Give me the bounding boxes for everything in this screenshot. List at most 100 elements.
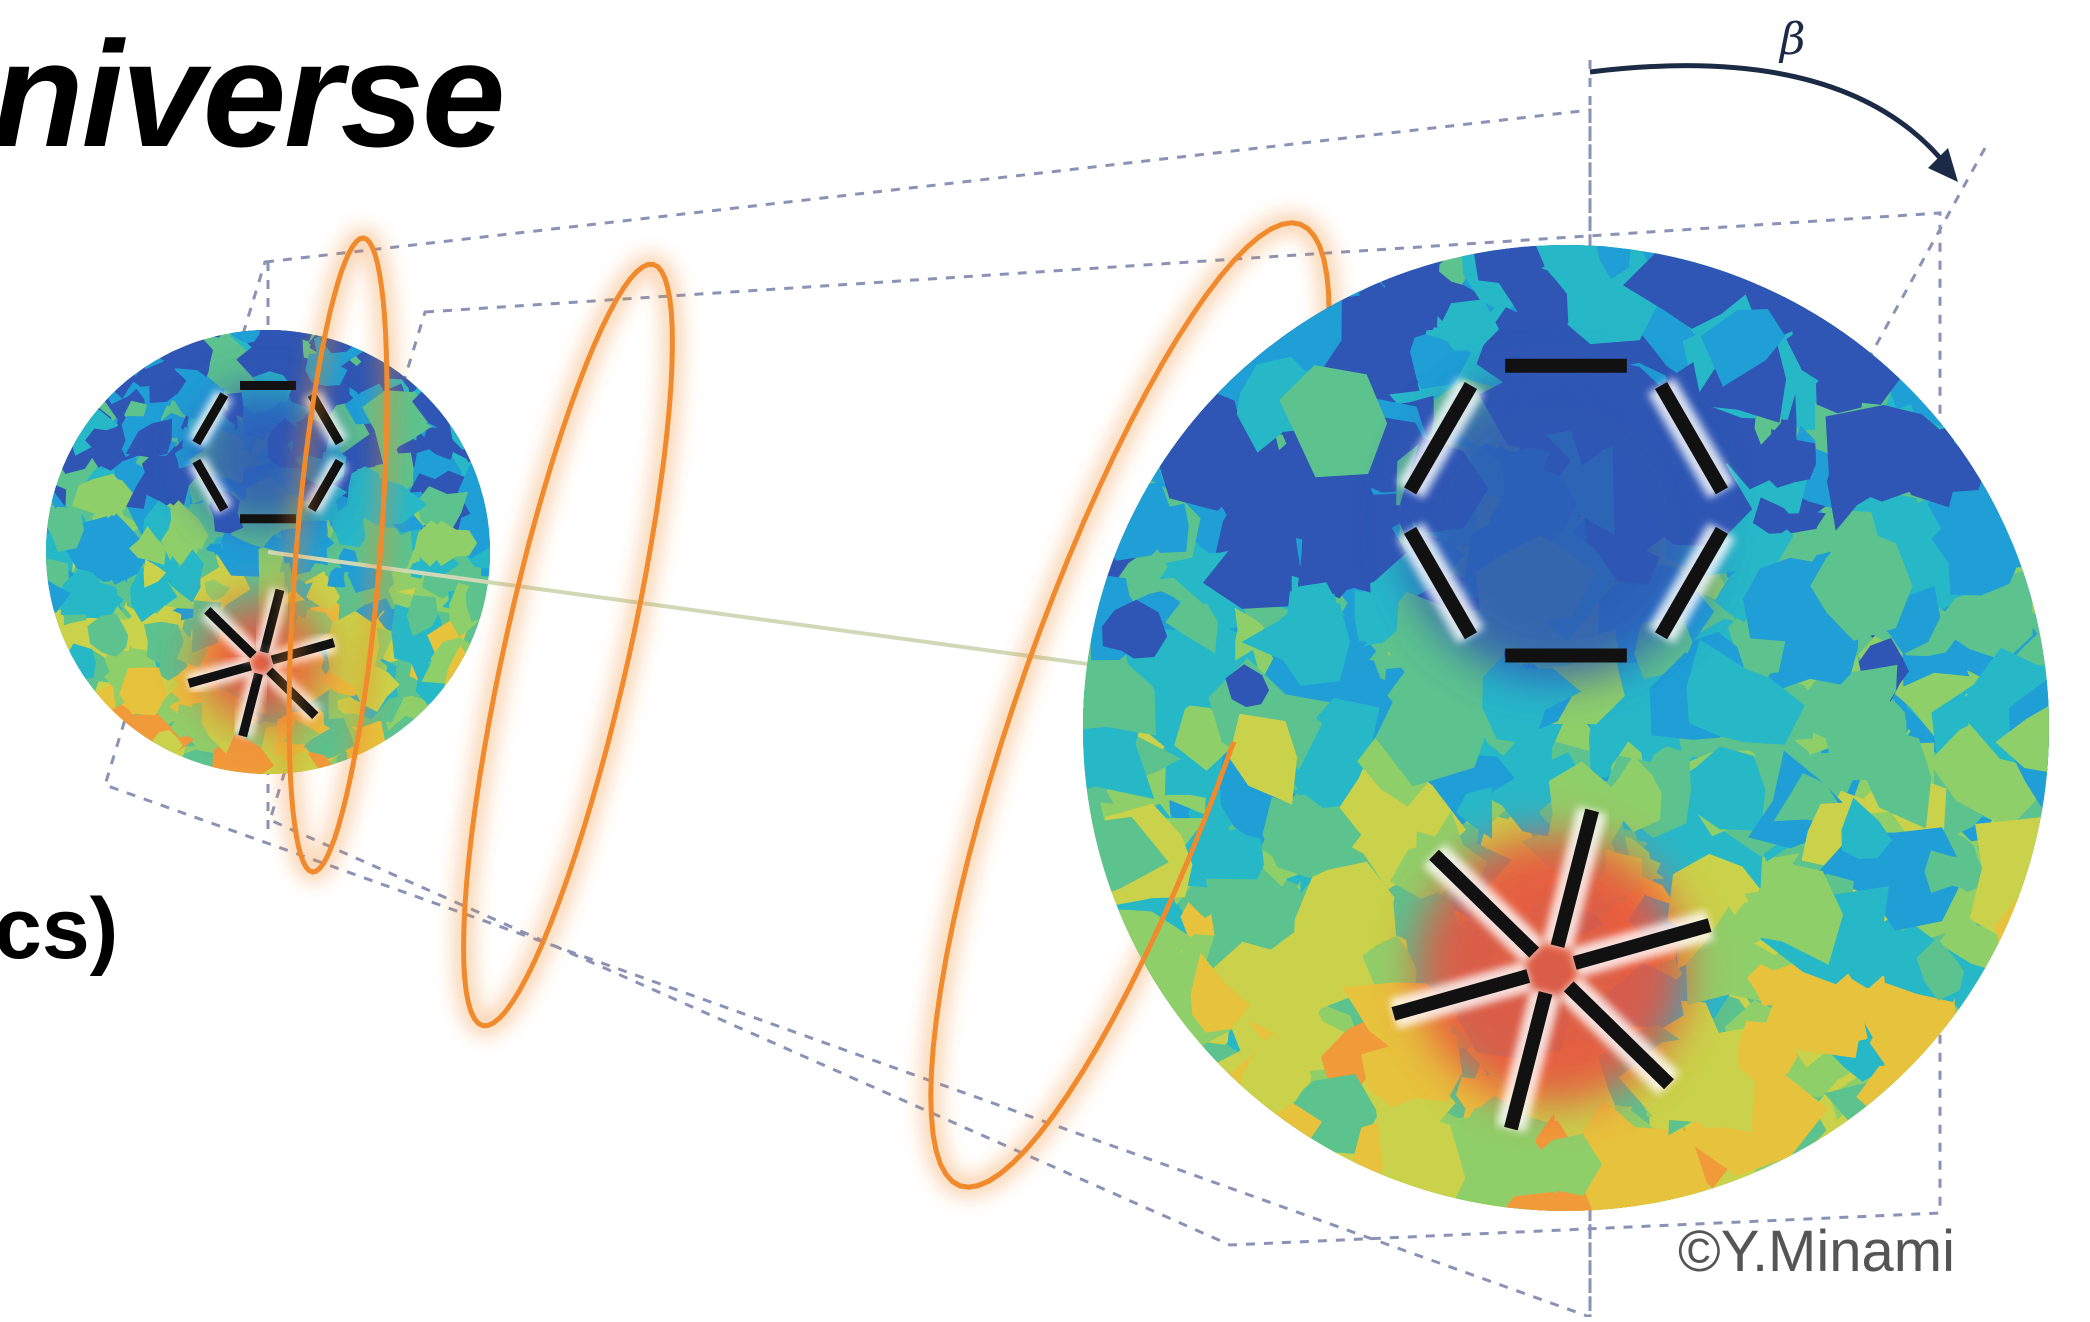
map-patch (1083, 612, 1156, 736)
map-patch (1425, 1116, 1571, 1211)
rotation-angle-arrow (1589, 63, 1958, 182)
map-patch (1262, 796, 1362, 879)
polarization-bar (1572, 918, 1712, 970)
line-of-sight (267, 550, 1096, 667)
map-patch (87, 613, 129, 657)
map-patch (1924, 850, 1984, 893)
observed-cmb-map (1083, 245, 2049, 1261)
map-patch (125, 418, 173, 458)
map-patch (1228, 713, 1298, 805)
map-patch (236, 335, 297, 386)
map-patch (2009, 674, 2049, 827)
polarization-bar (1654, 381, 1728, 495)
map-patch (119, 667, 168, 716)
map-patch (1810, 525, 1913, 641)
map-patch (1367, 289, 1408, 335)
polarization-bar (238, 672, 263, 738)
map-patch (1521, 262, 1563, 304)
polarization-bar (1654, 526, 1728, 640)
map-patch (1606, 755, 1662, 832)
slide-title-fragment: niverse (0, 10, 505, 178)
map-patch (1595, 245, 1635, 280)
polarization-bar (307, 458, 344, 512)
map-patch (1935, 565, 2042, 662)
map-patch (1165, 598, 1219, 654)
map-patch (1659, 746, 1766, 831)
map-patch (1969, 813, 2049, 948)
map-patch (429, 520, 478, 567)
polarization-bar (1563, 981, 1674, 1090)
map-patch (1686, 639, 1805, 745)
polarization-bar (192, 392, 229, 446)
map-patch (1375, 664, 1494, 787)
map-patch (129, 526, 167, 565)
map-patch (174, 443, 196, 469)
map-patch (1297, 523, 1371, 593)
map-patch (1241, 601, 1350, 686)
map-patch (1747, 964, 1797, 1007)
map-patch (1083, 816, 1169, 903)
map-patch (1083, 909, 1131, 964)
polarization-bar (1404, 526, 1478, 640)
map-patch (143, 621, 184, 665)
map-patch (1752, 497, 1797, 534)
map-patch (1240, 1034, 1312, 1117)
map-patch (1738, 1020, 1798, 1081)
polarization-bar (1550, 808, 1599, 948)
map-patch (1229, 923, 1376, 1053)
map-patch (1144, 652, 1204, 698)
map-patch (1745, 860, 1844, 965)
cold-spot (1401, 370, 1711, 680)
slide-side-text-fragment: cs) (0, 881, 119, 977)
map-patch (306, 581, 341, 611)
map-patch (1190, 952, 1251, 1033)
map-patch (169, 549, 204, 603)
polarization-bar (192, 458, 229, 512)
map-patch (1835, 664, 1898, 711)
map-patch (139, 360, 187, 403)
early-universe-map (46, 330, 490, 774)
big-hexagon-pattern (1396, 350, 1736, 671)
map-patch (1916, 937, 1965, 1001)
map-patch (143, 559, 167, 588)
map-patch (1525, 1178, 1594, 1211)
polarization-bar (1404, 381, 1478, 495)
map-patch (1278, 697, 1380, 816)
map-patch (229, 330, 261, 344)
map-patch (197, 330, 227, 338)
map-patch (1841, 797, 1892, 859)
image-credit: ©Y.Minami (1678, 1219, 1955, 1284)
polarization-bar (1504, 991, 1553, 1131)
map-patch (1234, 607, 1268, 661)
map-patch (46, 567, 71, 613)
rotation-angle-label: β (1780, 14, 1806, 65)
map-patch (1456, 787, 1493, 839)
map-patch (1225, 664, 1270, 708)
polarization-bar (259, 588, 285, 654)
map-patch (1354, 589, 1399, 644)
map-patch (1763, 428, 1817, 488)
map-patch (1894, 425, 1959, 508)
map-patch (1472, 245, 1545, 285)
near-guide-plane (268, 211, 1942, 1247)
big-star-pattern (1389, 806, 1714, 1133)
map-patch (1532, 1100, 1668, 1211)
map-patch (1508, 1212, 1543, 1261)
map-patch (130, 567, 178, 623)
polarization-bar (1391, 969, 1531, 1021)
map-patch (1528, 1134, 1602, 1196)
polarization-bar (1429, 849, 1540, 958)
map-patch (170, 704, 201, 738)
map-patch (327, 567, 346, 588)
map-patch (85, 425, 126, 454)
map-patch (1827, 448, 1883, 531)
map-patch (1279, 365, 1388, 478)
map-patch (1876, 719, 1908, 772)
map-patch (1700, 309, 1786, 387)
map-patch (1244, 490, 1302, 579)
map-patch (406, 595, 438, 637)
map-patch (184, 338, 213, 388)
map-patch (1995, 705, 2049, 773)
